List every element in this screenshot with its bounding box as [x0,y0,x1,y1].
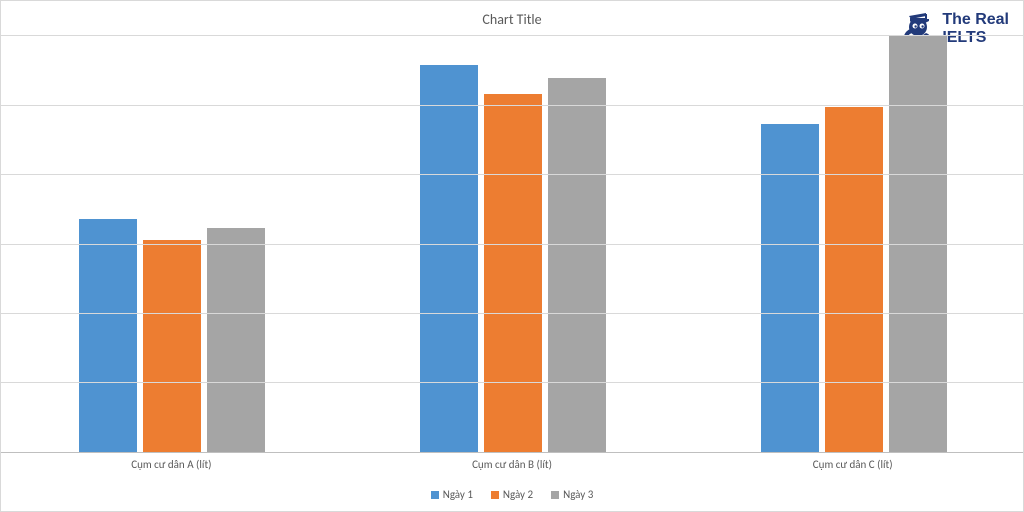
gridline [1,382,1024,383]
legend-label: Ngày 1 [443,488,473,501]
legend-swatch [551,491,559,499]
bar-cluster [1,36,342,453]
chart-title: Chart Title [1,11,1023,28]
x-axis-labels: Cụm cư dân A (lít)Cụm cư dân B (lít)Cụm … [1,458,1023,471]
category-label: Cụm cư dân A (lít) [1,458,342,471]
bar [889,36,947,453]
bar-cluster [342,36,683,453]
gridline [1,174,1024,175]
bar [207,228,265,453]
bar [484,94,542,453]
category-label: Cụm cư dân C (lít) [682,458,1023,471]
legend-item: Ngày 1 [431,488,473,501]
chart-container: Chart Title The Real IELTS Cụm cư dân A … [0,0,1024,512]
bar-cluster [684,36,1024,453]
legend-swatch [431,491,439,499]
legend-item: Ngày 2 [491,488,533,501]
bars-area [1,36,1024,453]
chart-legend: Ngày 1 Ngày 2 Ngày 3 [1,488,1023,501]
x-axis-line [1,452,1023,453]
legend-item: Ngày 3 [551,488,593,501]
brand-line1: The Real [942,11,1009,29]
bar [825,107,883,453]
legend-label: Ngày 3 [563,488,593,501]
bar [79,219,137,453]
plot-area [1,36,1024,453]
category-label: Cụm cư dân B (lít) [342,458,683,471]
legend-label: Ngày 2 [503,488,533,501]
gridline [1,313,1024,314]
gridline [1,244,1024,245]
gridline [1,35,1024,36]
bar [143,240,201,453]
legend-swatch [491,491,499,499]
gridline [1,105,1024,106]
bar [420,65,478,453]
bar [548,78,606,453]
